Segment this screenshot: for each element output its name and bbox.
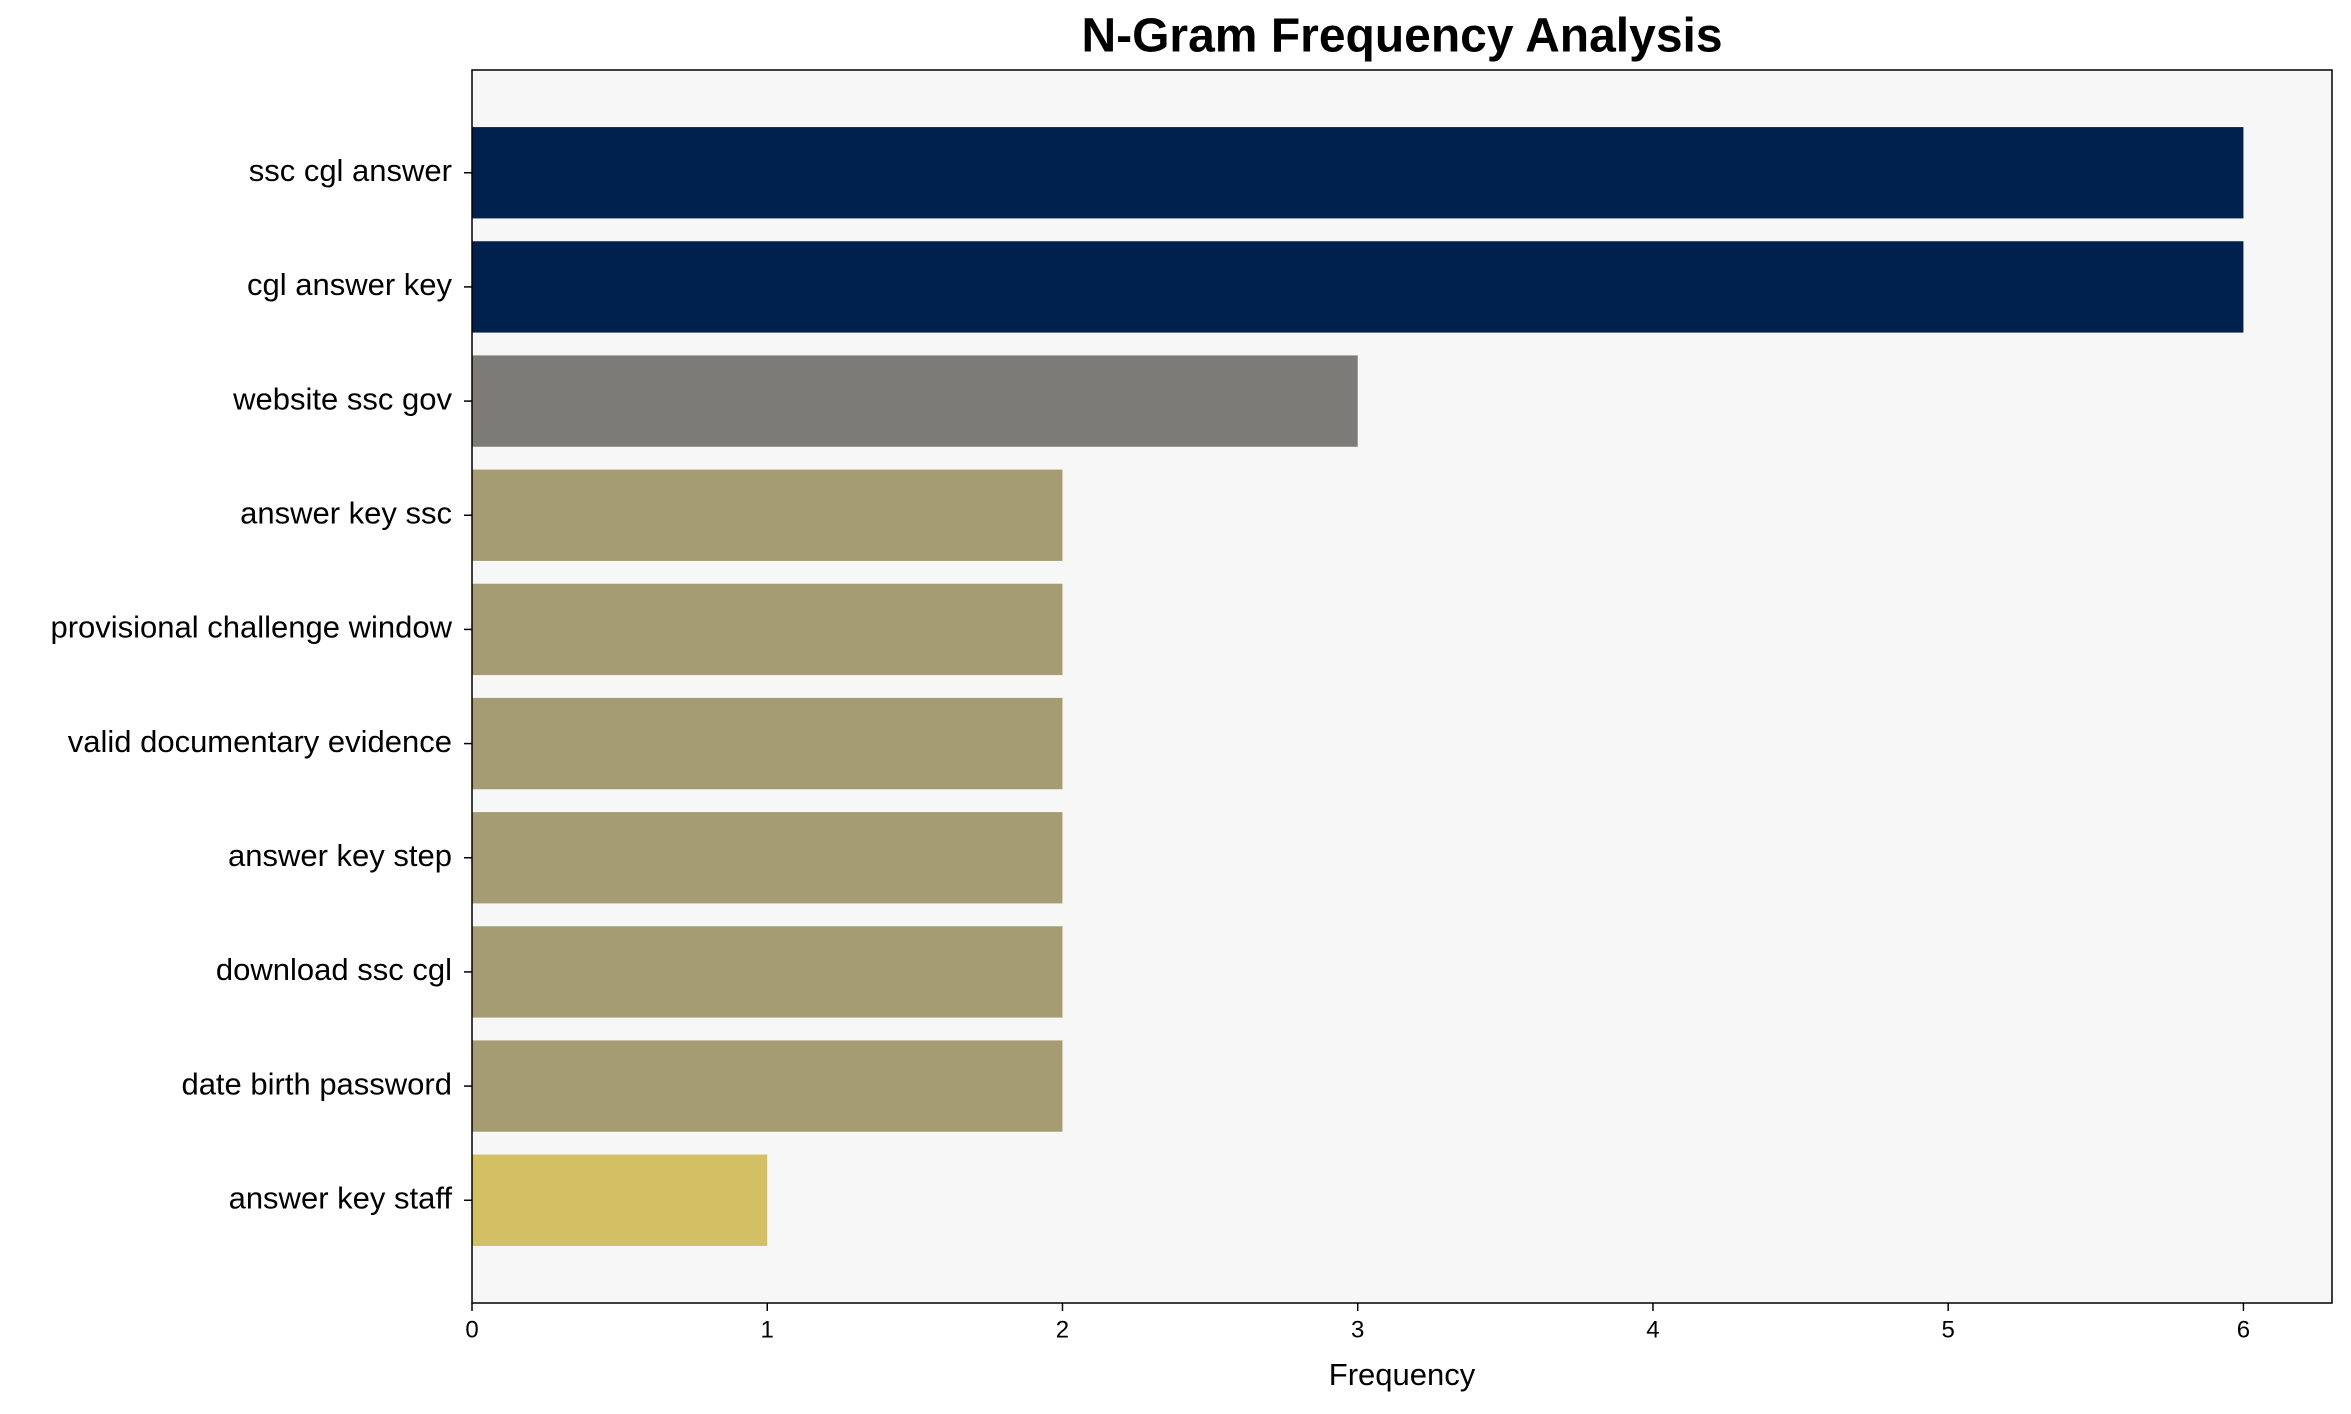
- x-tick-label: 5: [1942, 1316, 1955, 1343]
- bar: [472, 1154, 768, 1246]
- y-tick-label: provisional challenge window: [50, 610, 452, 645]
- x-axis-label: Frequency: [1329, 1357, 1476, 1392]
- y-tick-label: answer key step: [228, 838, 452, 873]
- bar: [472, 1040, 1063, 1132]
- bar: [472, 127, 2244, 219]
- chart-title: N-Gram Frequency Analysis: [1081, 10, 1722, 63]
- bar: [472, 812, 1063, 904]
- y-tick-label: website ssc gov: [232, 381, 452, 416]
- y-tick-label: download ssc cgl: [216, 952, 452, 987]
- x-tick-label: 0: [465, 1316, 478, 1343]
- bar: [472, 583, 1063, 676]
- bar: [472, 697, 1063, 790]
- y-tick-label: answer key ssc: [240, 495, 452, 530]
- y-tick-label: ssc cgl answer: [249, 153, 452, 188]
- plot-frame: [471, 69, 2333, 1304]
- bar: [472, 241, 2244, 333]
- y-tick-label: cgl answer key: [247, 267, 453, 302]
- bar: [472, 926, 1063, 1018]
- bar: [472, 355, 1358, 447]
- x-tick-label: 3: [1351, 1316, 1364, 1343]
- y-tick-label: date birth password: [181, 1066, 452, 1101]
- x-tick-label: 4: [1646, 1316, 1659, 1343]
- x-tick-label: 2: [1056, 1316, 1069, 1343]
- bar: [472, 469, 1063, 561]
- y-tick-label: answer key staff: [229, 1180, 453, 1215]
- y-tick-label: valid documentary evidence: [68, 724, 452, 759]
- x-tick-label: 6: [2237, 1316, 2250, 1343]
- x-tick-label: 1: [761, 1316, 774, 1343]
